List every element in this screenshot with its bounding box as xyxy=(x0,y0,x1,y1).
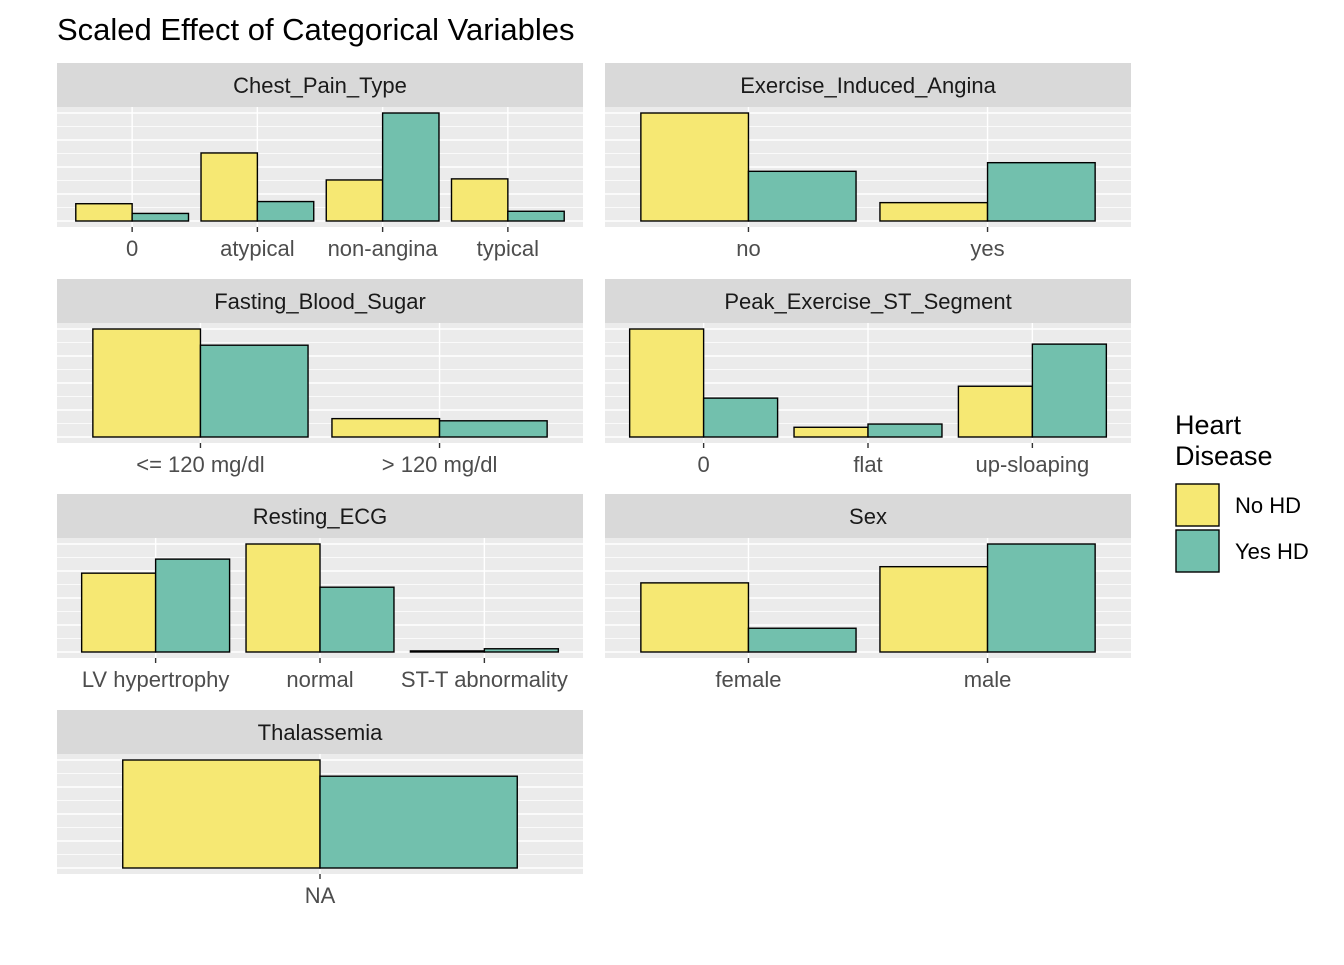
bar xyxy=(122,759,321,869)
bar xyxy=(867,423,943,438)
bar xyxy=(747,627,857,653)
facet-strip-label: Peak_Exercise_ST_Segment xyxy=(724,289,1011,314)
bar xyxy=(879,565,989,653)
legend-key xyxy=(1175,529,1220,573)
legend-key xyxy=(1175,483,1220,527)
bar xyxy=(702,397,779,438)
bar xyxy=(381,112,440,222)
facet-strip xyxy=(605,494,1131,538)
bar xyxy=(986,543,1096,653)
facet-strip-label: Chest_Pain_Type xyxy=(233,73,407,98)
bar xyxy=(245,543,321,653)
bar xyxy=(325,179,384,222)
bar xyxy=(640,112,750,222)
bar xyxy=(747,170,857,222)
x-tick-label: <= 120 mg/dl xyxy=(136,452,264,477)
legend-label: Yes HD xyxy=(1235,539,1309,564)
bar xyxy=(200,152,259,222)
facet-panel: Chest_Pain_Type 0 atypical non-angina typica… xyxy=(57,63,583,261)
chart-title: Scaled Effect of Categorical Variables xyxy=(57,12,575,47)
x-tick-label: LV hypertrophy xyxy=(82,667,230,692)
bar xyxy=(131,212,190,222)
bar xyxy=(640,582,750,653)
bar xyxy=(957,385,1034,438)
x-tick-label: flat xyxy=(853,452,882,477)
bar xyxy=(75,203,133,222)
x-tick-label: atypical xyxy=(220,236,295,261)
facet-strip xyxy=(605,279,1131,323)
facet-strip-label: Sex xyxy=(849,504,887,529)
facet-strip xyxy=(57,710,583,754)
x-tick-label: normal xyxy=(286,667,353,692)
bar xyxy=(409,650,486,653)
facet-strip xyxy=(605,63,1131,107)
bar xyxy=(199,344,309,438)
facet-strip xyxy=(57,494,583,538)
legend-title: Disease xyxy=(1175,441,1273,471)
bar xyxy=(879,201,989,222)
facet-panel: Thalassemia NA xyxy=(57,710,583,908)
bar xyxy=(438,420,548,438)
x-tick-label: typical xyxy=(477,236,539,261)
bar xyxy=(331,417,441,438)
facet-strip xyxy=(57,63,583,107)
legend-title: Heart xyxy=(1175,410,1242,440)
x-tick-label: 0 xyxy=(126,236,138,261)
bar xyxy=(483,648,560,653)
legend-label: No HD xyxy=(1235,493,1301,518)
bar xyxy=(450,178,509,222)
x-tick-label: yes xyxy=(970,236,1004,261)
x-tick-label: NA xyxy=(305,883,336,908)
facet-strip-label: Fasting_Blood_Sugar xyxy=(214,289,426,314)
facet-panel: Resting_ECG LV hypertrophy normal ST-T abno… xyxy=(57,494,583,692)
facet-strip-label: Resting_ECG xyxy=(253,504,388,529)
bar xyxy=(319,775,518,869)
bar xyxy=(628,328,705,438)
facet-strip-label: Exercise_Induced_Angina xyxy=(740,73,996,98)
x-tick-label: female xyxy=(715,667,781,692)
bar xyxy=(154,558,231,653)
x-tick-label: male xyxy=(964,667,1012,692)
facet-strip xyxy=(57,279,583,323)
bar xyxy=(1031,343,1108,438)
x-tick-label: no xyxy=(736,236,760,261)
bar xyxy=(319,586,395,653)
facet-panel: Sex female male xyxy=(605,494,1131,692)
bar xyxy=(80,572,157,653)
facet-panel: Fasting_Blood_Sugar <= 120 mg/dl > 120 mg/… xyxy=(57,279,583,477)
x-tick-label: 0 xyxy=(698,452,710,477)
x-tick-label: > 120 mg/dl xyxy=(382,452,498,477)
x-tick-label: ST-T abnormality xyxy=(401,667,568,692)
x-tick-label: up-sloaping xyxy=(976,452,1090,477)
facet-strip-label: Thalassemia xyxy=(258,720,383,745)
facet-panel: Peak_Exercise_ST_Segment 0 flat up-sloaping xyxy=(605,279,1131,477)
bar xyxy=(256,200,315,222)
bar xyxy=(92,328,202,438)
bar xyxy=(507,210,565,222)
x-tick-label: non-angina xyxy=(328,236,439,261)
bar xyxy=(986,161,1096,222)
bar xyxy=(793,426,869,438)
